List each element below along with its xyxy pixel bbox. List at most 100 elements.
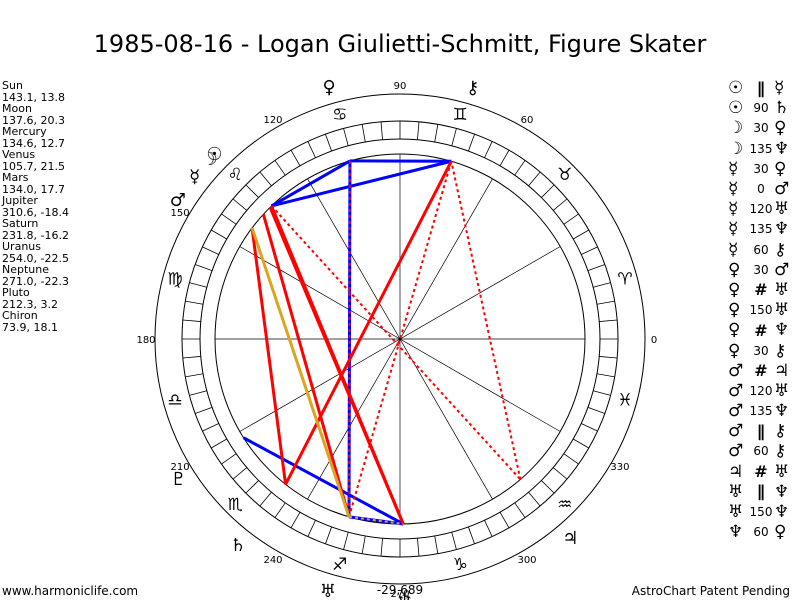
aspect-row: ☽ 30 ♀ (728, 118, 800, 138)
planet-value-sun: 143.1, 13.8 (2, 90, 65, 104)
aspect-type: ∥ (757, 421, 765, 441)
degree-label: 90 (394, 81, 407, 92)
degree-label: 330 (610, 462, 629, 473)
aspect-type: # (754, 280, 768, 300)
degree-tick (211, 229, 227, 240)
planet-value-venus: 105.7, 21.5 (2, 159, 65, 173)
planet-name-mercury: Mercury (2, 125, 47, 138)
degree-tick (189, 390, 207, 396)
degree-tick (596, 300, 615, 305)
house-spoke (239, 246, 561, 432)
aspect-line-uranus-neptune (348, 515, 404, 526)
degree-tick (468, 526, 475, 544)
aspect-type: 120 (749, 383, 773, 398)
degree-tick (325, 526, 332, 544)
degree-tick (484, 520, 493, 537)
aspect-planet-1: ♀ (728, 300, 741, 321)
aspect-planet-1: ☽ (728, 118, 744, 139)
aspect-planet-1: ♂ (728, 380, 744, 401)
aspect-row: ♀ 150 ♅ (728, 300, 800, 320)
degree-tick (528, 171, 541, 187)
aspect-type: ∥ (757, 482, 765, 502)
degree-tick (343, 532, 349, 550)
degree-tick (245, 480, 259, 494)
aspect-planet-1: ♅ (728, 502, 744, 523)
degree-tick (599, 356, 618, 359)
chart-title: 1985-08-16 - Logan Giulietti-Schmitt, Fi… (93, 30, 707, 58)
aspect-row: ☽ 135 ♆ (728, 139, 800, 159)
planet-value-uranus: 254.0, -22.5 (2, 251, 69, 265)
degree-tick (541, 184, 555, 198)
degree-tick (434, 124, 439, 143)
degree-label: 180 (136, 335, 155, 346)
aspect-row: ♂ 135 ♆ (728, 401, 800, 421)
aspect-planet-2: ♅ (774, 300, 790, 321)
chiron-planet-icon: ⚷ (466, 77, 479, 98)
degree-tick (202, 423, 219, 432)
degree-tick (221, 453, 237, 465)
aspect-line-mars-jupiter (270, 205, 522, 481)
planet-name-neptune: Neptune (2, 263, 50, 276)
aspect-type: 30 (753, 262, 769, 277)
aspect-row: ☿ 0 ♂ (728, 179, 800, 199)
aspect-planet-2: ♄ (774, 98, 790, 119)
degree-tick (552, 467, 568, 480)
aspect-planet-2: ⚷ (774, 239, 787, 260)
aspect-type: 60 (753, 444, 769, 459)
aspect-row: ♀ 30 ⚷ (728, 340, 800, 361)
degree-tick (484, 141, 493, 158)
degree-tick (195, 264, 213, 271)
aspect-line-venus-uranus (348, 160, 351, 517)
planet-name-moon: Moon (2, 102, 32, 115)
degree-label: 0 (651, 335, 657, 346)
aspect-type: 30 (753, 121, 769, 136)
aspect-type: 120 (749, 202, 773, 217)
aspect-row: ♆ 60 ♀ (728, 522, 800, 542)
planet-name-jupiter: Jupiter (2, 194, 38, 207)
aspect-planet-1: ☿ (728, 199, 739, 220)
degree-tick (451, 128, 457, 146)
planet-value-mercury: 134.6, 12.7 (2, 136, 65, 150)
aspect-line-mercury-neptune (268, 206, 405, 525)
aspect-list: ☉ ∥ ☿ ☉ 90 ♄ ☽ 30 ♀ ☽ 135 ♆ ☿ 30 ♀ ☿ 0 ♂ ☿ 120 ♅ ☿ 135 ♆ ☿ 60 ⚷ ♀ 30… (728, 78, 800, 542)
venus-planet-icon: ♀ (323, 77, 336, 98)
degree-tick (573, 438, 589, 449)
aspect-row: ☿ 135 ♆ (728, 219, 800, 239)
degree-tick (290, 150, 301, 166)
degree-tick (195, 407, 213, 414)
aspect-type: 90 (753, 101, 769, 116)
aspect-planet-2: ♅ (774, 199, 790, 220)
planet-positions-list: Sun 143.1, 13.8 Moon 137.6, 20.3 Mercury 134.… (2, 80, 94, 333)
gemini-sign-icon: ♊ (453, 105, 468, 125)
aspect-row: ♂ ∥ ⚷ (728, 421, 800, 441)
aspect-planet-2: ☿ (774, 78, 785, 99)
footer-website[interactable]: www.harmoniclife.com (2, 584, 139, 598)
pluto-planet-icon: ♇ (170, 469, 186, 490)
degree-label: 240 (263, 555, 282, 566)
taurus-sign-icon: ♉ (557, 165, 572, 185)
aspect-planet-1: ☿ (728, 219, 739, 240)
cancer-sign-icon: ♋ (332, 105, 347, 125)
degree-tick (380, 121, 383, 140)
degree-tick (593, 282, 611, 288)
aspect-row: ♂ 120 ♅ (728, 381, 800, 401)
degree-tick (185, 300, 204, 305)
capricorn-sign-icon: ♑ (453, 555, 468, 575)
degree-tick (514, 160, 526, 176)
aspect-line-moon-uranus (261, 213, 351, 518)
degree-tick (361, 124, 366, 143)
aspect-planet-2: ♆ (774, 481, 790, 502)
degree-tick (274, 502, 286, 518)
planet-value-pluto: 212.3, 3.2 (2, 297, 58, 311)
degree-tick (202, 246, 219, 255)
aspect-planet-1: ♂ (728, 421, 744, 442)
degree-tick (499, 150, 510, 166)
degree-tick (541, 480, 555, 494)
aries-sign-icon: ♈ (617, 270, 632, 290)
aspect-type: 135 (749, 222, 773, 237)
aspect-planet-2: ♂ (774, 259, 790, 280)
aspect-type: # (754, 320, 768, 340)
degree-tick (182, 319, 201, 322)
degree-tick (573, 229, 589, 240)
